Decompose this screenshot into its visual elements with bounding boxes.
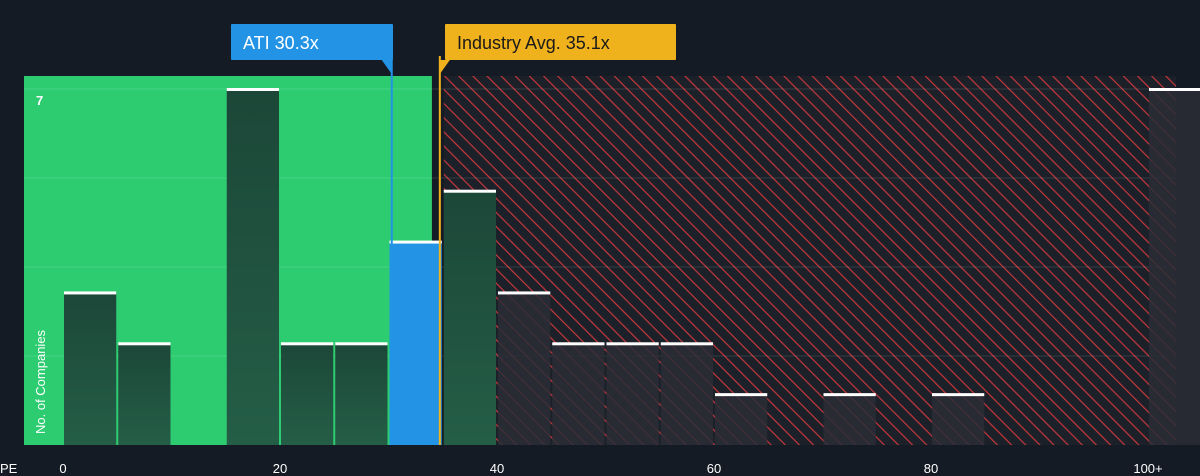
x-tick-label: 80 xyxy=(924,461,938,476)
histogram-bar xyxy=(552,343,605,445)
bar-cap xyxy=(64,291,117,295)
histogram-bar xyxy=(932,394,985,445)
y-axis-max-label: 7 xyxy=(36,93,43,108)
x-tick-label: 0 xyxy=(59,461,66,476)
histogram-bar xyxy=(823,394,876,445)
bar-cap xyxy=(443,189,496,193)
histogram-bar xyxy=(335,343,388,445)
bar-cap xyxy=(552,342,605,346)
bar-cap xyxy=(606,342,659,346)
x-tick-label: 60 xyxy=(707,461,721,476)
y-axis-label: No. of Companies xyxy=(33,329,48,434)
histogram-bars xyxy=(64,88,1200,445)
bar-cap xyxy=(660,342,713,346)
callout-pointer xyxy=(439,60,450,74)
histogram-bar xyxy=(660,343,713,445)
company-pe-label: ATI 30.3x xyxy=(243,33,319,53)
histogram-bar xyxy=(281,343,334,445)
x-tick-label: 40 xyxy=(490,461,504,476)
callout-pointer xyxy=(381,60,392,74)
bar-cap xyxy=(498,291,551,295)
bar-cap xyxy=(389,240,442,244)
value-markers: ATI 30.3x Industry Avg. 35.1x xyxy=(231,24,676,445)
histogram-bar xyxy=(389,241,442,445)
industry-avg-label: Industry Avg. 35.1x xyxy=(457,33,610,53)
histogram-bar xyxy=(64,292,117,445)
histogram-bar xyxy=(226,89,279,445)
histogram-bar xyxy=(606,343,659,445)
bar-cap xyxy=(281,342,334,346)
bar-cap xyxy=(715,393,768,397)
x-tick-label: 20 xyxy=(273,461,287,476)
bar-cap xyxy=(932,393,985,397)
bar-cap xyxy=(823,393,876,397)
industry-avg-callout xyxy=(445,24,676,60)
x-axis-ticks: 0 20 40 60 80 100+ xyxy=(59,461,1162,476)
bar-cap xyxy=(1149,88,1200,91)
histogram-bar xyxy=(715,394,768,445)
bar-cap xyxy=(226,88,279,91)
company-pe-callout xyxy=(231,24,393,60)
bar-cap xyxy=(335,342,388,346)
histogram-bar xyxy=(1149,89,1200,445)
x-axis-label: PE xyxy=(0,461,18,476)
histogram-bar xyxy=(118,343,171,445)
bar-cap xyxy=(118,342,171,346)
histogram-bar xyxy=(498,292,551,445)
x-tick-label: 100+ xyxy=(1133,461,1162,476)
histogram-bar xyxy=(443,190,496,445)
